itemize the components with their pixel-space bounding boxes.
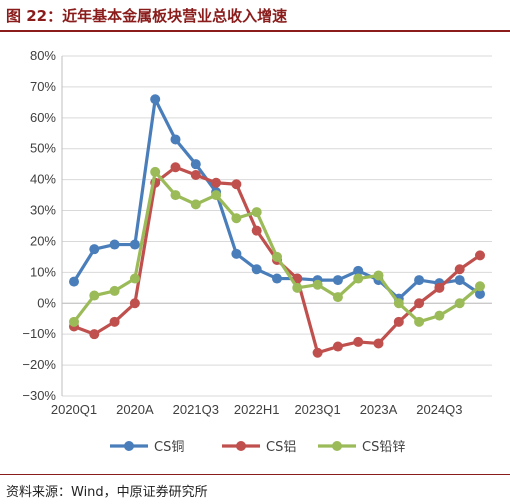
data-point	[211, 177, 222, 188]
data-point	[129, 239, 140, 250]
data-point	[231, 179, 242, 190]
y-tick-label: 50%	[30, 141, 56, 156]
chart-title: 图 22：近年基本金属板块营业总收入增速	[6, 7, 288, 25]
data-point	[414, 316, 425, 327]
data-point	[89, 244, 100, 255]
data-point	[373, 270, 384, 281]
data-point	[129, 298, 140, 309]
data-point	[272, 251, 282, 262]
line-chart: 80%70%60%50%40%30%20%10%0%−10%−20%−30%20…	[22, 48, 492, 455]
x-tick-label: 2023A	[360, 402, 398, 417]
data-point	[475, 250, 485, 261]
data-point	[475, 281, 485, 292]
data-point	[393, 298, 404, 309]
data-point	[69, 316, 79, 327]
legend-label: CS铜	[154, 440, 184, 455]
data-point	[373, 338, 384, 349]
data-point	[251, 264, 262, 275]
data-point	[393, 316, 404, 327]
data-point	[129, 273, 140, 284]
data-point	[170, 134, 181, 145]
legend-swatch-marker	[332, 441, 342, 451]
data-point	[231, 213, 242, 224]
x-tick-label: 2024Q3	[416, 402, 462, 417]
data-point	[150, 166, 161, 177]
data-point	[231, 248, 242, 259]
data-point	[414, 298, 425, 309]
data-point	[353, 265, 364, 276]
data-point	[434, 282, 445, 293]
data-point	[89, 290, 100, 301]
data-point	[150, 94, 161, 105]
legend-label: CS铝	[266, 440, 296, 455]
data-point	[414, 275, 425, 286]
legend-label: CS铅锌	[362, 440, 405, 455]
data-point	[353, 273, 364, 284]
data-point	[272, 273, 282, 284]
data-point	[170, 190, 181, 201]
y-tick-label: −20%	[22, 357, 56, 372]
y-tick-label: −10%	[22, 326, 56, 341]
data-point	[332, 341, 343, 352]
data-point	[89, 329, 100, 340]
y-tick-label: 30%	[30, 203, 56, 218]
y-tick-label: 60%	[30, 110, 56, 125]
data-point	[109, 239, 120, 250]
series-line	[72, 97, 482, 301]
y-tick-label: 20%	[30, 233, 56, 248]
data-point	[170, 162, 181, 173]
data-point	[312, 279, 323, 290]
data-point	[190, 170, 201, 180]
data-point	[454, 275, 465, 286]
data-point	[332, 292, 343, 303]
data-point	[454, 264, 465, 275]
data-point	[69, 276, 79, 287]
legend-swatch-marker	[124, 441, 134, 451]
y-tick-label: 0%	[37, 295, 56, 310]
data-point	[109, 285, 120, 296]
data-point	[475, 289, 485, 299]
data-point	[251, 207, 262, 218]
data-point	[454, 298, 465, 309]
data-point	[353, 336, 364, 347]
x-tick-label: 2020Q1	[51, 402, 97, 417]
data-point	[109, 316, 120, 327]
data-point	[292, 273, 303, 284]
x-tick-label: 2022H1	[234, 402, 280, 417]
y-tick-label: 70%	[30, 79, 56, 94]
data-point	[190, 199, 201, 210]
y-tick-label: 40%	[30, 172, 56, 187]
y-tick-label: 80%	[30, 48, 56, 63]
x-tick-label: 2021Q3	[173, 402, 219, 417]
source-note: 资料来源：Wind，中原证券研究所	[6, 485, 208, 500]
x-tick-label: 2023Q1	[294, 402, 340, 417]
x-tick-label: 2020A	[116, 402, 154, 417]
data-point	[292, 282, 303, 293]
data-point	[190, 159, 201, 170]
data-point	[312, 347, 323, 358]
data-point	[211, 190, 222, 201]
y-tick-label: −30%	[22, 388, 56, 403]
y-tick-label: 10%	[30, 264, 56, 279]
source-divider	[0, 474, 510, 475]
data-point	[434, 310, 445, 321]
legend-swatch-marker	[236, 441, 246, 451]
title-bar: 图 22：近年基本金属板块营业总收入增速	[0, 0, 510, 32]
data-point	[251, 225, 262, 236]
data-point	[332, 275, 343, 286]
